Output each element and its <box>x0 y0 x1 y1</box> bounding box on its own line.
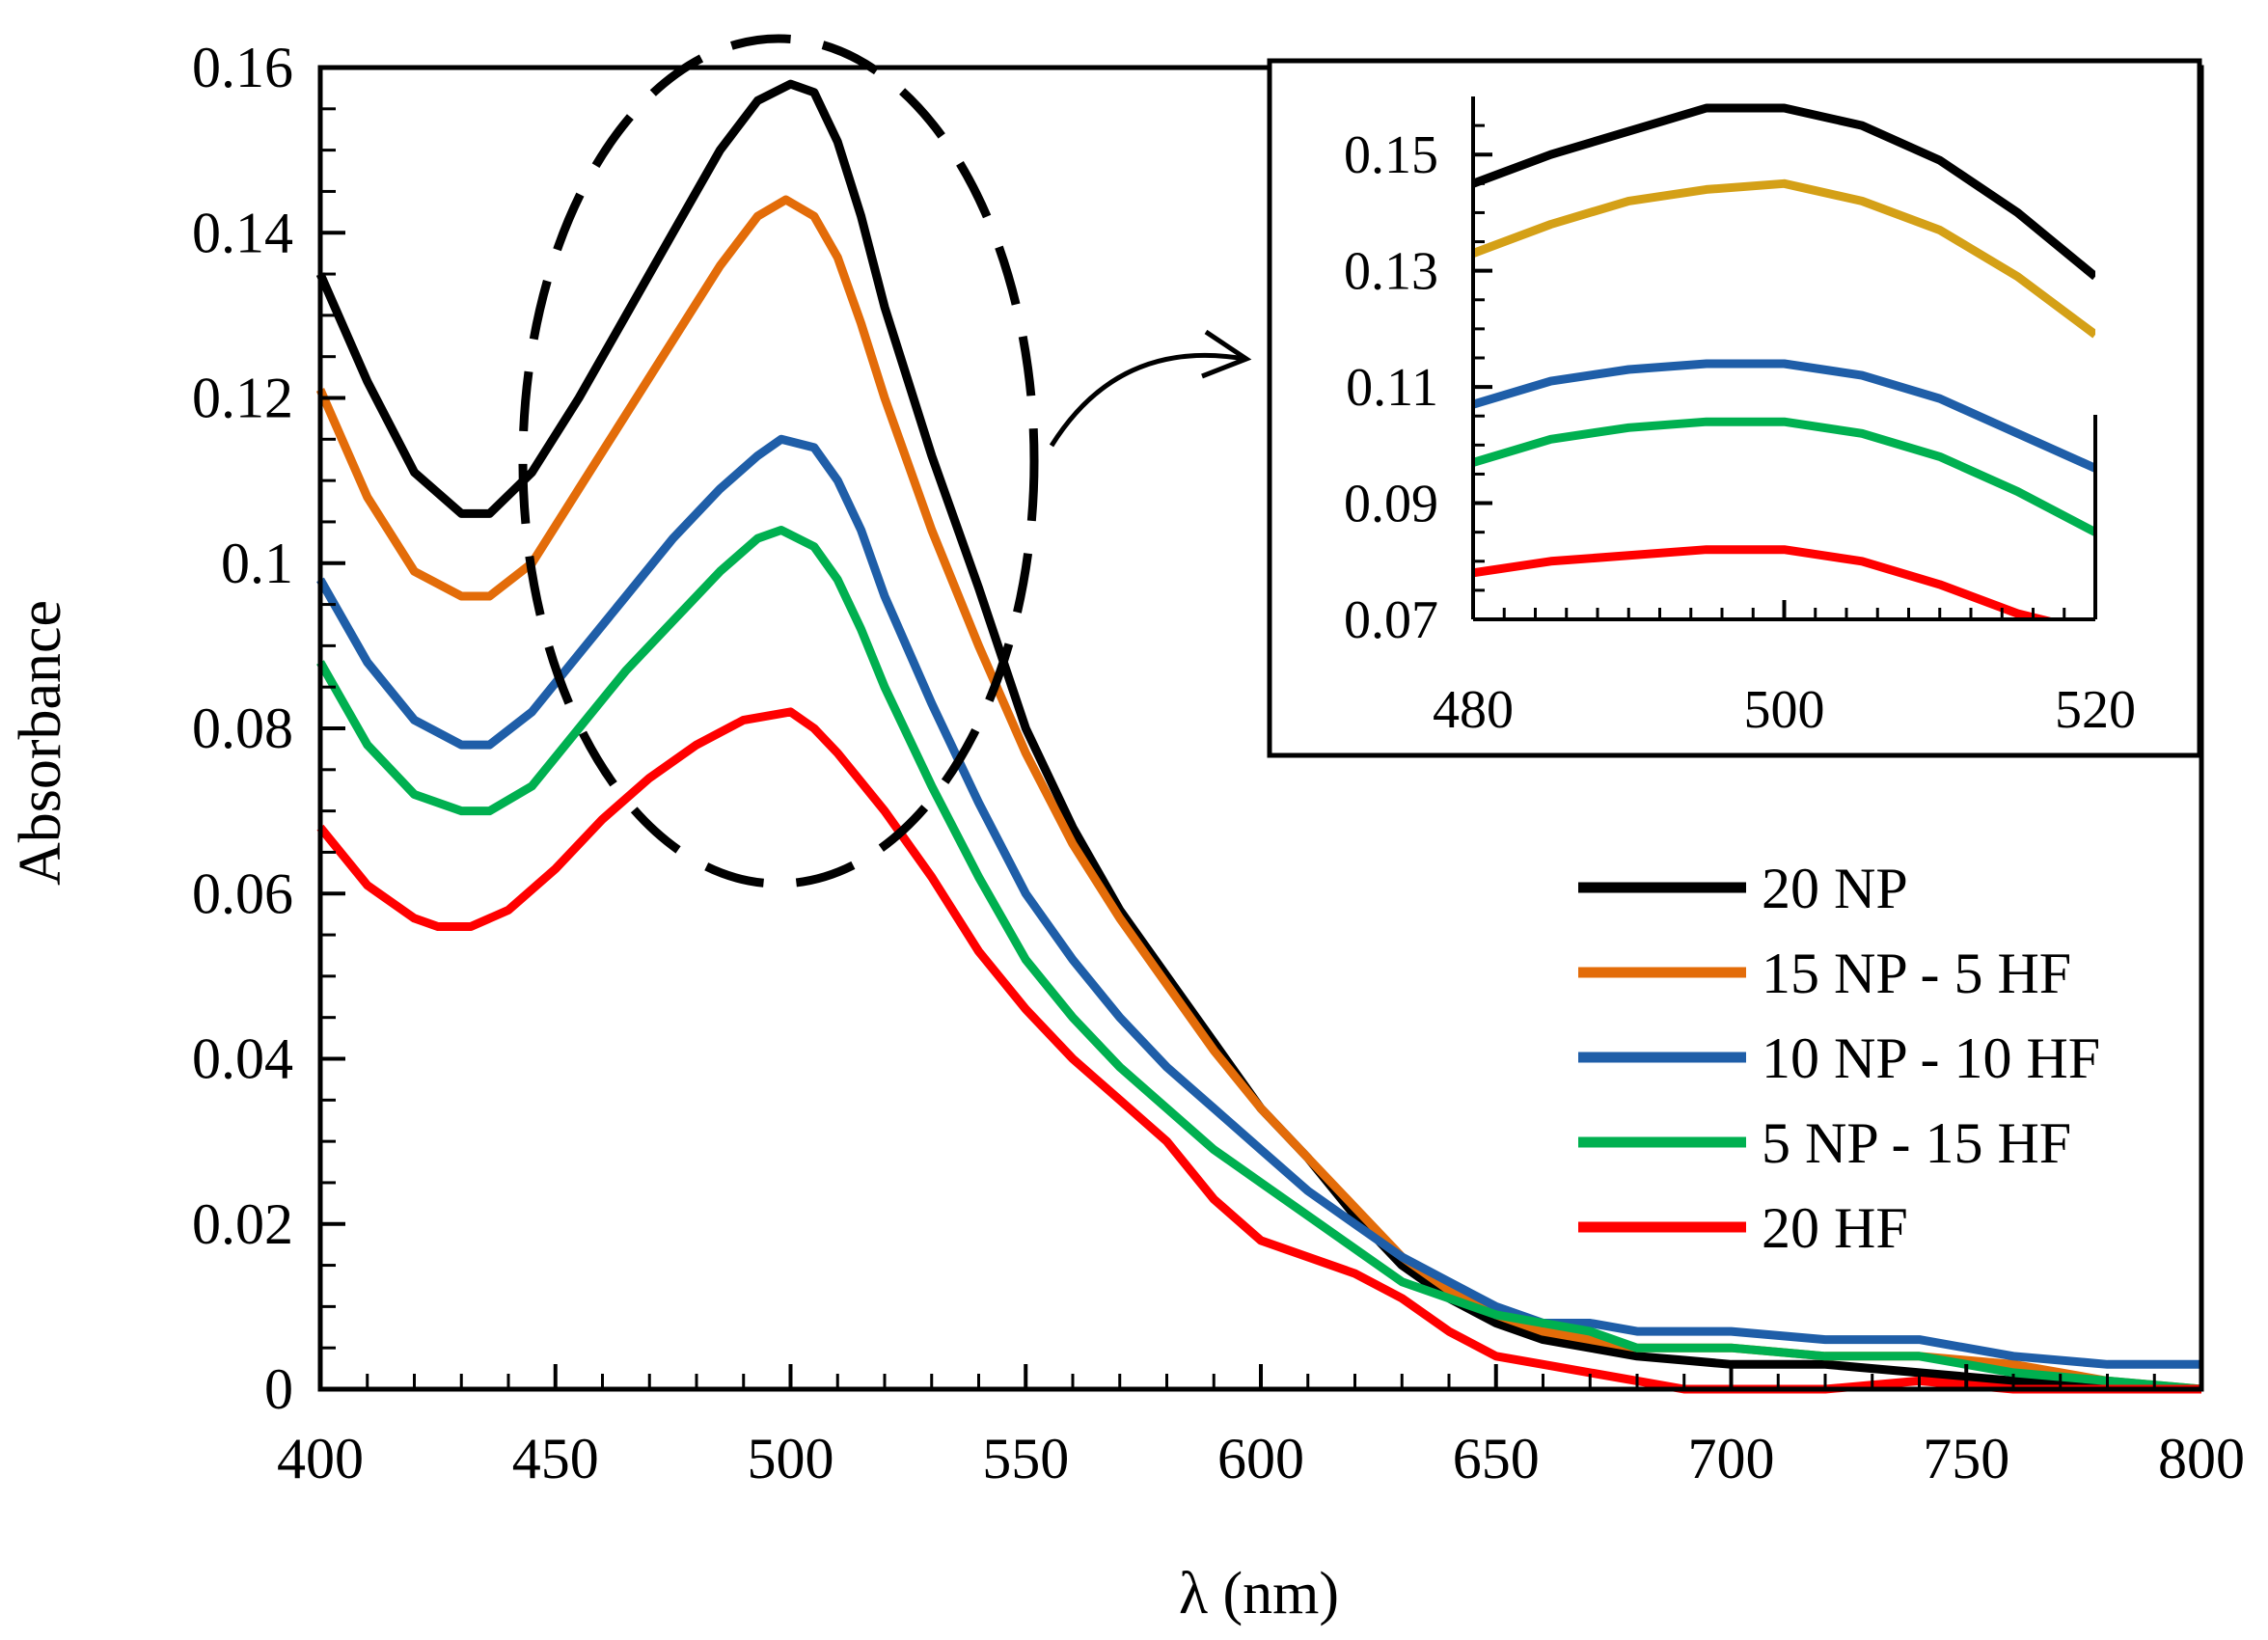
inset-box <box>1267 58 2202 758</box>
series-line-10-np-10-hf <box>316 434 2201 1369</box>
y-tick-label: 0.1 <box>221 532 293 595</box>
inset-series-line-15-np-5-hf <box>1473 178 2095 339</box>
inset-x-tick-label: 520 <box>2055 680 2136 740</box>
x-tick-label: 400 <box>277 1427 364 1490</box>
inset-x-tick-label: 480 <box>1433 680 1514 740</box>
x-tick-label: 800 <box>2158 1427 2245 1490</box>
y-tick-label: 0.16 <box>192 36 293 99</box>
inset-y-tick-label: 0.09 <box>1344 475 1438 534</box>
zoom-arrow-line <box>1049 352 1245 448</box>
x-tick-label: 750 <box>1923 1427 2009 1490</box>
inset-series-line-20-np <box>1473 103 2095 281</box>
inset-series-line-10-np-10-hf <box>1473 359 2095 473</box>
inset-y-tick-label: 0.11 <box>1346 358 1438 418</box>
x-tick-label: 600 <box>1217 1427 1304 1490</box>
legend-item-20-hf: 20 HF <box>1578 1196 1908 1260</box>
inset-y-tick-label: 0.13 <box>1344 242 1438 302</box>
legend-label: 5 NP - 15 HF <box>1762 1111 2071 1175</box>
zoom-region-ellipse <box>518 34 1039 888</box>
legend-item-10-np-10-hf: 10 NP - 10 HF <box>1578 1026 2100 1090</box>
inset-plot: 0.07 0.09 0.11 0.13 0.15 480 500 520 <box>1267 58 2202 758</box>
series-line-20-np <box>315 79 2201 1394</box>
y-tick-label: 0.06 <box>192 861 293 925</box>
inset-y-tick-label: 0.07 <box>1344 590 1438 650</box>
x-tick-label: 500 <box>748 1427 834 1490</box>
y-tick-label: 0 <box>264 1357 293 1421</box>
x-tick-label: 700 <box>1688 1427 1775 1490</box>
legend-label: 15 NP - 5 HF <box>1762 942 2071 1005</box>
legend-item-5-np-15-hf: 5 NP - 15 HF <box>1578 1111 2071 1175</box>
main-axes: 0 0.02 0.04 0.06 0.08 0.1 0.12 0.14 0.16 400 450 50… <box>192 36 2245 1490</box>
legend-label: 20 HF <box>1762 1196 1908 1260</box>
x-axis-title: λ (nm) <box>1179 1561 1339 1626</box>
legend: 20 NP 15 NP - 5 HF 10 NP - 10 HF 5 NP - 15 … <box>1578 857 2100 1260</box>
x-tick-label: 450 <box>512 1427 599 1490</box>
y-axis-title: Absorbance <box>8 600 73 886</box>
inset-y-tick-label: 0.15 <box>1344 125 1438 185</box>
y-tick-label: 0.12 <box>192 367 293 430</box>
inset-series-line-20-hf <box>1473 545 2060 619</box>
y-tick-label: 0.14 <box>192 201 293 264</box>
y-tick-label: 0.04 <box>192 1027 293 1091</box>
inset-series-line-5-np-15-hf <box>1473 417 2095 536</box>
series-line-5-np-15-hf <box>316 526 2202 1394</box>
zoom-arrow-head <box>1201 329 1252 379</box>
legend-label: 10 NP - 10 HF <box>1762 1026 2100 1090</box>
zoom-annotation <box>518 34 1252 888</box>
legend-label: 20 NP <box>1762 857 1908 920</box>
inset-series-group <box>1473 103 2095 619</box>
main-series-group <box>315 79 2202 1394</box>
legend-item-15-np-5-hf: 15 NP - 5 HF <box>1578 942 2071 1005</box>
series-line-20-hf <box>316 707 2201 1394</box>
x-tick-label: 650 <box>1453 1427 1540 1490</box>
legend-item-20-np: 20 NP <box>1578 857 1908 920</box>
y-tick-label: 0.02 <box>192 1192 293 1256</box>
inset-x-tick-label: 500 <box>1744 680 1825 740</box>
x-tick-label: 550 <box>982 1427 1069 1490</box>
y-tick-label: 0.08 <box>192 697 293 760</box>
